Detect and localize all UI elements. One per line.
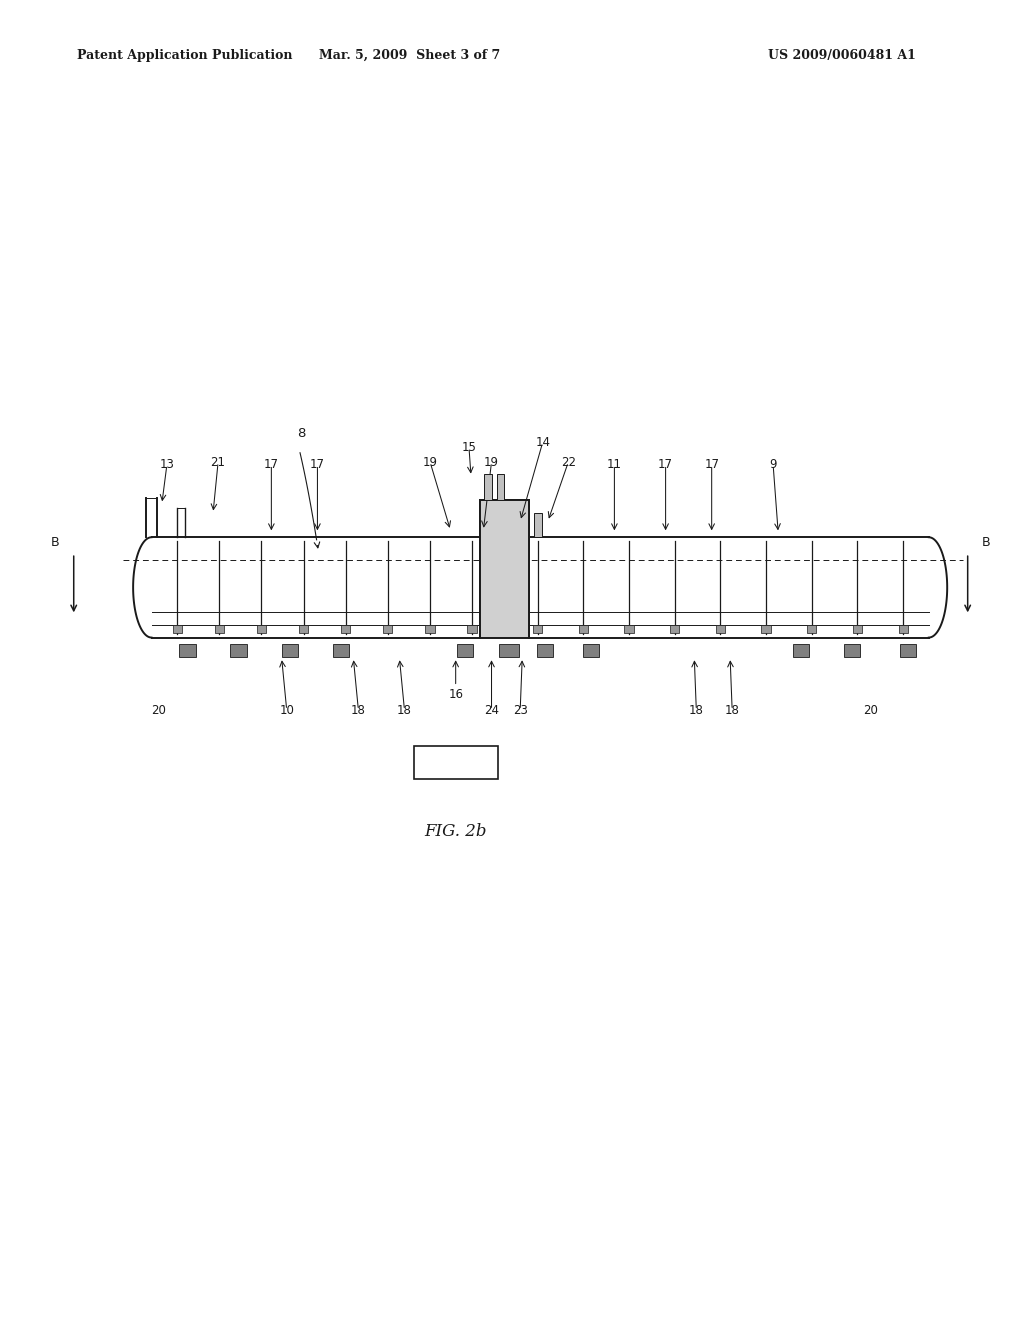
Text: 9: 9 <box>769 458 777 471</box>
Text: 20: 20 <box>863 704 878 717</box>
Bar <box>807 626 816 634</box>
Text: 8: 8 <box>297 426 305 440</box>
Text: FIG. 2b: FIG. 2b <box>424 824 487 840</box>
Text: 22: 22 <box>561 455 575 469</box>
Text: 17: 17 <box>264 458 279 471</box>
Bar <box>499 644 519 657</box>
Text: 17: 17 <box>658 458 673 471</box>
Text: 20: 20 <box>152 704 166 717</box>
Text: 17: 17 <box>310 458 325 471</box>
Text: 16: 16 <box>449 688 463 701</box>
Bar <box>333 644 349 657</box>
Text: B: B <box>51 536 59 549</box>
Bar <box>457 644 473 657</box>
Bar <box>341 626 350 634</box>
Text: A-A: A-A <box>442 756 469 770</box>
Bar <box>257 626 266 634</box>
Text: 19: 19 <box>423 455 437 469</box>
Text: 18: 18 <box>397 704 412 717</box>
Bar <box>716 626 725 634</box>
Bar <box>579 626 588 634</box>
Text: 18: 18 <box>689 704 703 717</box>
Bar <box>172 626 182 634</box>
Bar <box>179 644 196 657</box>
Bar <box>484 474 492 500</box>
Bar <box>467 626 476 634</box>
Bar <box>762 626 771 634</box>
Bar <box>900 644 916 657</box>
Bar <box>230 644 247 657</box>
Bar <box>497 474 504 500</box>
Text: 11: 11 <box>607 458 622 471</box>
Bar <box>480 500 529 638</box>
Text: Patent Application Publication: Patent Application Publication <box>77 49 292 62</box>
Bar <box>534 626 543 634</box>
Bar <box>215 626 224 634</box>
Text: 23: 23 <box>513 704 527 717</box>
Bar <box>670 626 679 634</box>
Text: 19: 19 <box>484 455 499 469</box>
Bar <box>534 513 542 537</box>
Text: 10: 10 <box>280 704 294 717</box>
Text: 17: 17 <box>705 458 719 471</box>
Text: 24: 24 <box>484 704 499 717</box>
Text: 14: 14 <box>536 436 550 449</box>
Text: US 2009/0060481 A1: US 2009/0060481 A1 <box>768 49 915 62</box>
Bar <box>899 626 908 634</box>
Text: Mar. 5, 2009  Sheet 3 of 7: Mar. 5, 2009 Sheet 3 of 7 <box>318 49 501 62</box>
Bar <box>844 644 860 657</box>
Text: B: B <box>982 536 990 549</box>
Text: 15: 15 <box>462 441 476 454</box>
Text: 18: 18 <box>725 704 739 717</box>
Bar <box>299 626 308 634</box>
Bar <box>793 644 809 657</box>
Bar <box>414 746 498 779</box>
Bar <box>282 644 298 657</box>
Text: 13: 13 <box>160 458 174 471</box>
Bar <box>853 626 862 634</box>
Text: 21: 21 <box>211 455 225 469</box>
Text: 18: 18 <box>351 704 366 717</box>
Bar <box>537 644 553 657</box>
Bar <box>625 626 634 634</box>
Bar <box>383 626 392 634</box>
Bar <box>583 644 599 657</box>
Bar <box>425 626 434 634</box>
